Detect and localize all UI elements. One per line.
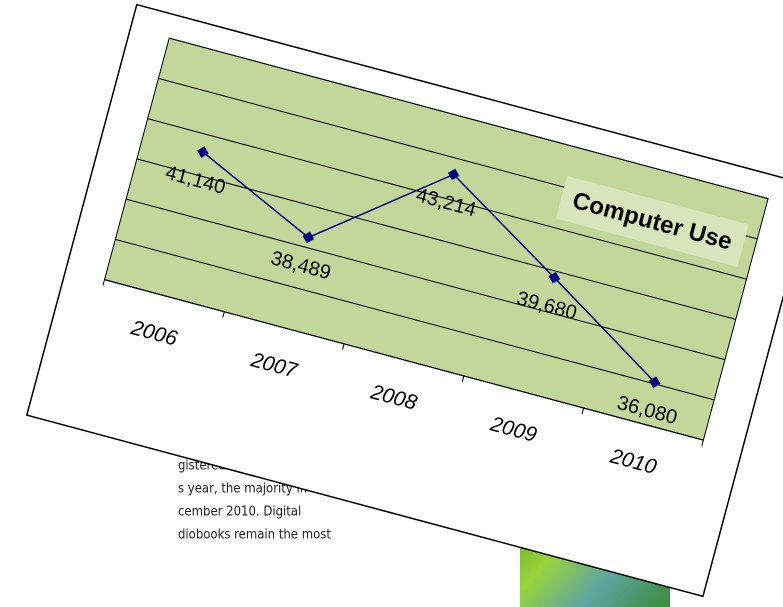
doc-text: cember 2010. Digital xyxy=(178,505,301,520)
page: 2 w trons gistered for the service s yea… xyxy=(0,0,783,607)
doc-text: diobooks remain the most xyxy=(178,528,331,543)
